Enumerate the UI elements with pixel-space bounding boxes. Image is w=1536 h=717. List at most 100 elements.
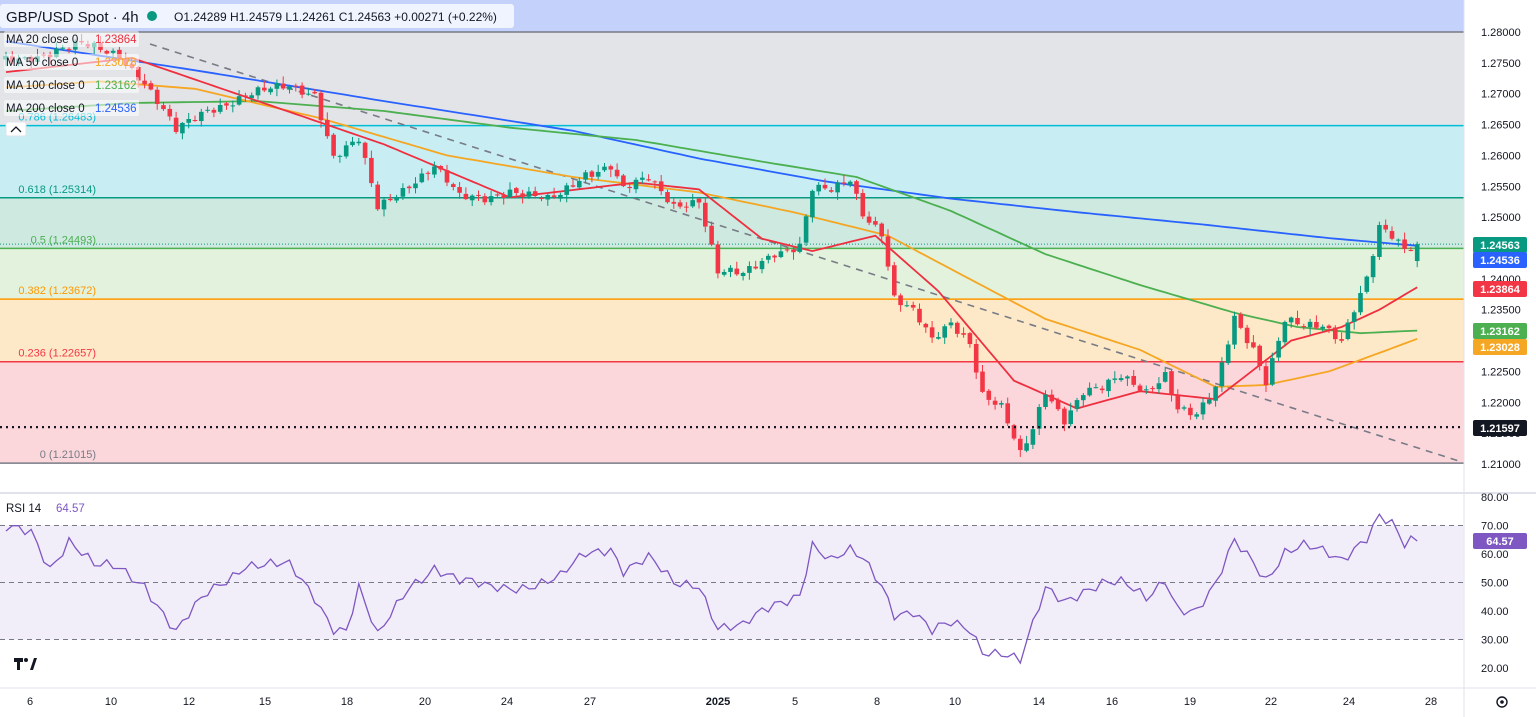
candle [589, 169, 595, 183]
candle [961, 327, 966, 338]
candle [1402, 232, 1407, 254]
candle [1049, 389, 1055, 404]
legend-item-ma20: MA 20 close 0 1.23864 [4, 31, 139, 47]
candle [526, 186, 532, 199]
candle [1144, 385, 1149, 395]
candle-body [1175, 395, 1181, 410]
legend-collapse-button[interactable] [5, 121, 27, 137]
candle-body [192, 120, 198, 122]
candle-body [375, 184, 380, 210]
candle [1131, 370, 1136, 388]
candle [299, 82, 305, 99]
candle [1081, 393, 1086, 408]
candle [923, 322, 929, 333]
rsi-axis[interactable]: 80.00 70.00 60.00 50.00 40.00 30.00 20.00 64.57 [1473, 492, 1527, 675]
candle [469, 194, 475, 207]
rsi-label: RSI 14 [6, 503, 42, 515]
candle [860, 189, 866, 219]
candle [199, 108, 204, 127]
time-axis[interactable]: 6 10 12 15 18 20 24 27 2025 5 8 10 14 16 19 22 24 28 [27, 696, 1437, 708]
indicator-legend[interactable]: MA 20 close 0 1.23864 MA 50 close 0 1.23028… [4, 31, 139, 116]
rsi-tick-label: 30.00 [1481, 635, 1509, 647]
candle [161, 101, 166, 111]
candle [331, 133, 336, 159]
candle [595, 164, 601, 180]
candle-body [1207, 399, 1212, 404]
candle [482, 193, 488, 206]
candle-body [1024, 443, 1029, 451]
candles [3, 34, 1420, 457]
fib-band [0, 197, 1464, 249]
candle [936, 332, 941, 340]
candle [829, 187, 834, 193]
candle-body [482, 196, 488, 203]
candle-body [287, 86, 292, 90]
candle [608, 164, 614, 178]
price-tag-label: 1.23162 [1480, 326, 1520, 338]
ma200-line [5, 40, 1418, 247]
candle-body [999, 403, 1004, 405]
candle-body [640, 177, 645, 180]
candle [451, 182, 456, 191]
candle-body [1232, 315, 1237, 345]
candle [646, 174, 651, 182]
candle-body [331, 134, 336, 156]
candle-body [299, 85, 305, 95]
candle-body [268, 88, 273, 93]
candle [1106, 378, 1111, 397]
candle [1244, 324, 1250, 349]
candle [1150, 386, 1155, 394]
price-tick-label: 1.26500 [1481, 120, 1521, 132]
candle [684, 202, 689, 213]
candle-body [236, 96, 242, 105]
candle [992, 396, 998, 410]
candle [217, 98, 223, 114]
price-tag: 1.24563 [1473, 237, 1527, 253]
candle-body [54, 48, 59, 58]
trend-line-layer[interactable] [149, 43, 1463, 463]
rsi-legend[interactable]: RSI 14 64.57 [6, 503, 85, 515]
candle-body [274, 83, 280, 89]
candle [652, 180, 658, 189]
candle-body [539, 197, 544, 199]
candle-body [873, 221, 878, 225]
candle-body [142, 80, 147, 85]
time-tick-label: 28 [1425, 696, 1437, 708]
candle [1207, 392, 1212, 405]
legend-item-bg [4, 77, 139, 93]
candle [236, 90, 242, 106]
candle-body [444, 170, 450, 183]
candle [1200, 397, 1206, 420]
candle-body [469, 195, 475, 201]
candle-body [904, 305, 910, 307]
price-tag-label: 1.24536 [1480, 255, 1520, 267]
candle [778, 244, 784, 259]
candle [350, 137, 355, 147]
price-tag-label: 1.23864 [1480, 284, 1521, 296]
candle-body [551, 195, 557, 197]
rsi-tick-label: 70.00 [1481, 521, 1509, 533]
symbol-title[interactable]: GBP/USD Spot · 4h [6, 9, 139, 26]
candle [614, 163, 620, 179]
candle-body [394, 197, 399, 201]
candle-body [791, 249, 796, 253]
tradingview-logo-icon[interactable] [10, 650, 40, 674]
candle-body [224, 103, 229, 106]
candle-body [526, 191, 532, 197]
gear-icon[interactable] [1496, 696, 1508, 708]
candle [980, 365, 985, 393]
candle-body [633, 179, 639, 190]
candle-body [740, 272, 746, 277]
candle [847, 180, 853, 188]
market-status-icon[interactable] [147, 11, 157, 21]
candle [539, 196, 544, 202]
candle-body [350, 141, 355, 146]
candle-body [1162, 372, 1168, 382]
candle [1137, 383, 1143, 393]
candle [1175, 389, 1181, 414]
candle [747, 261, 752, 280]
candle [715, 240, 721, 279]
candle [841, 175, 847, 187]
